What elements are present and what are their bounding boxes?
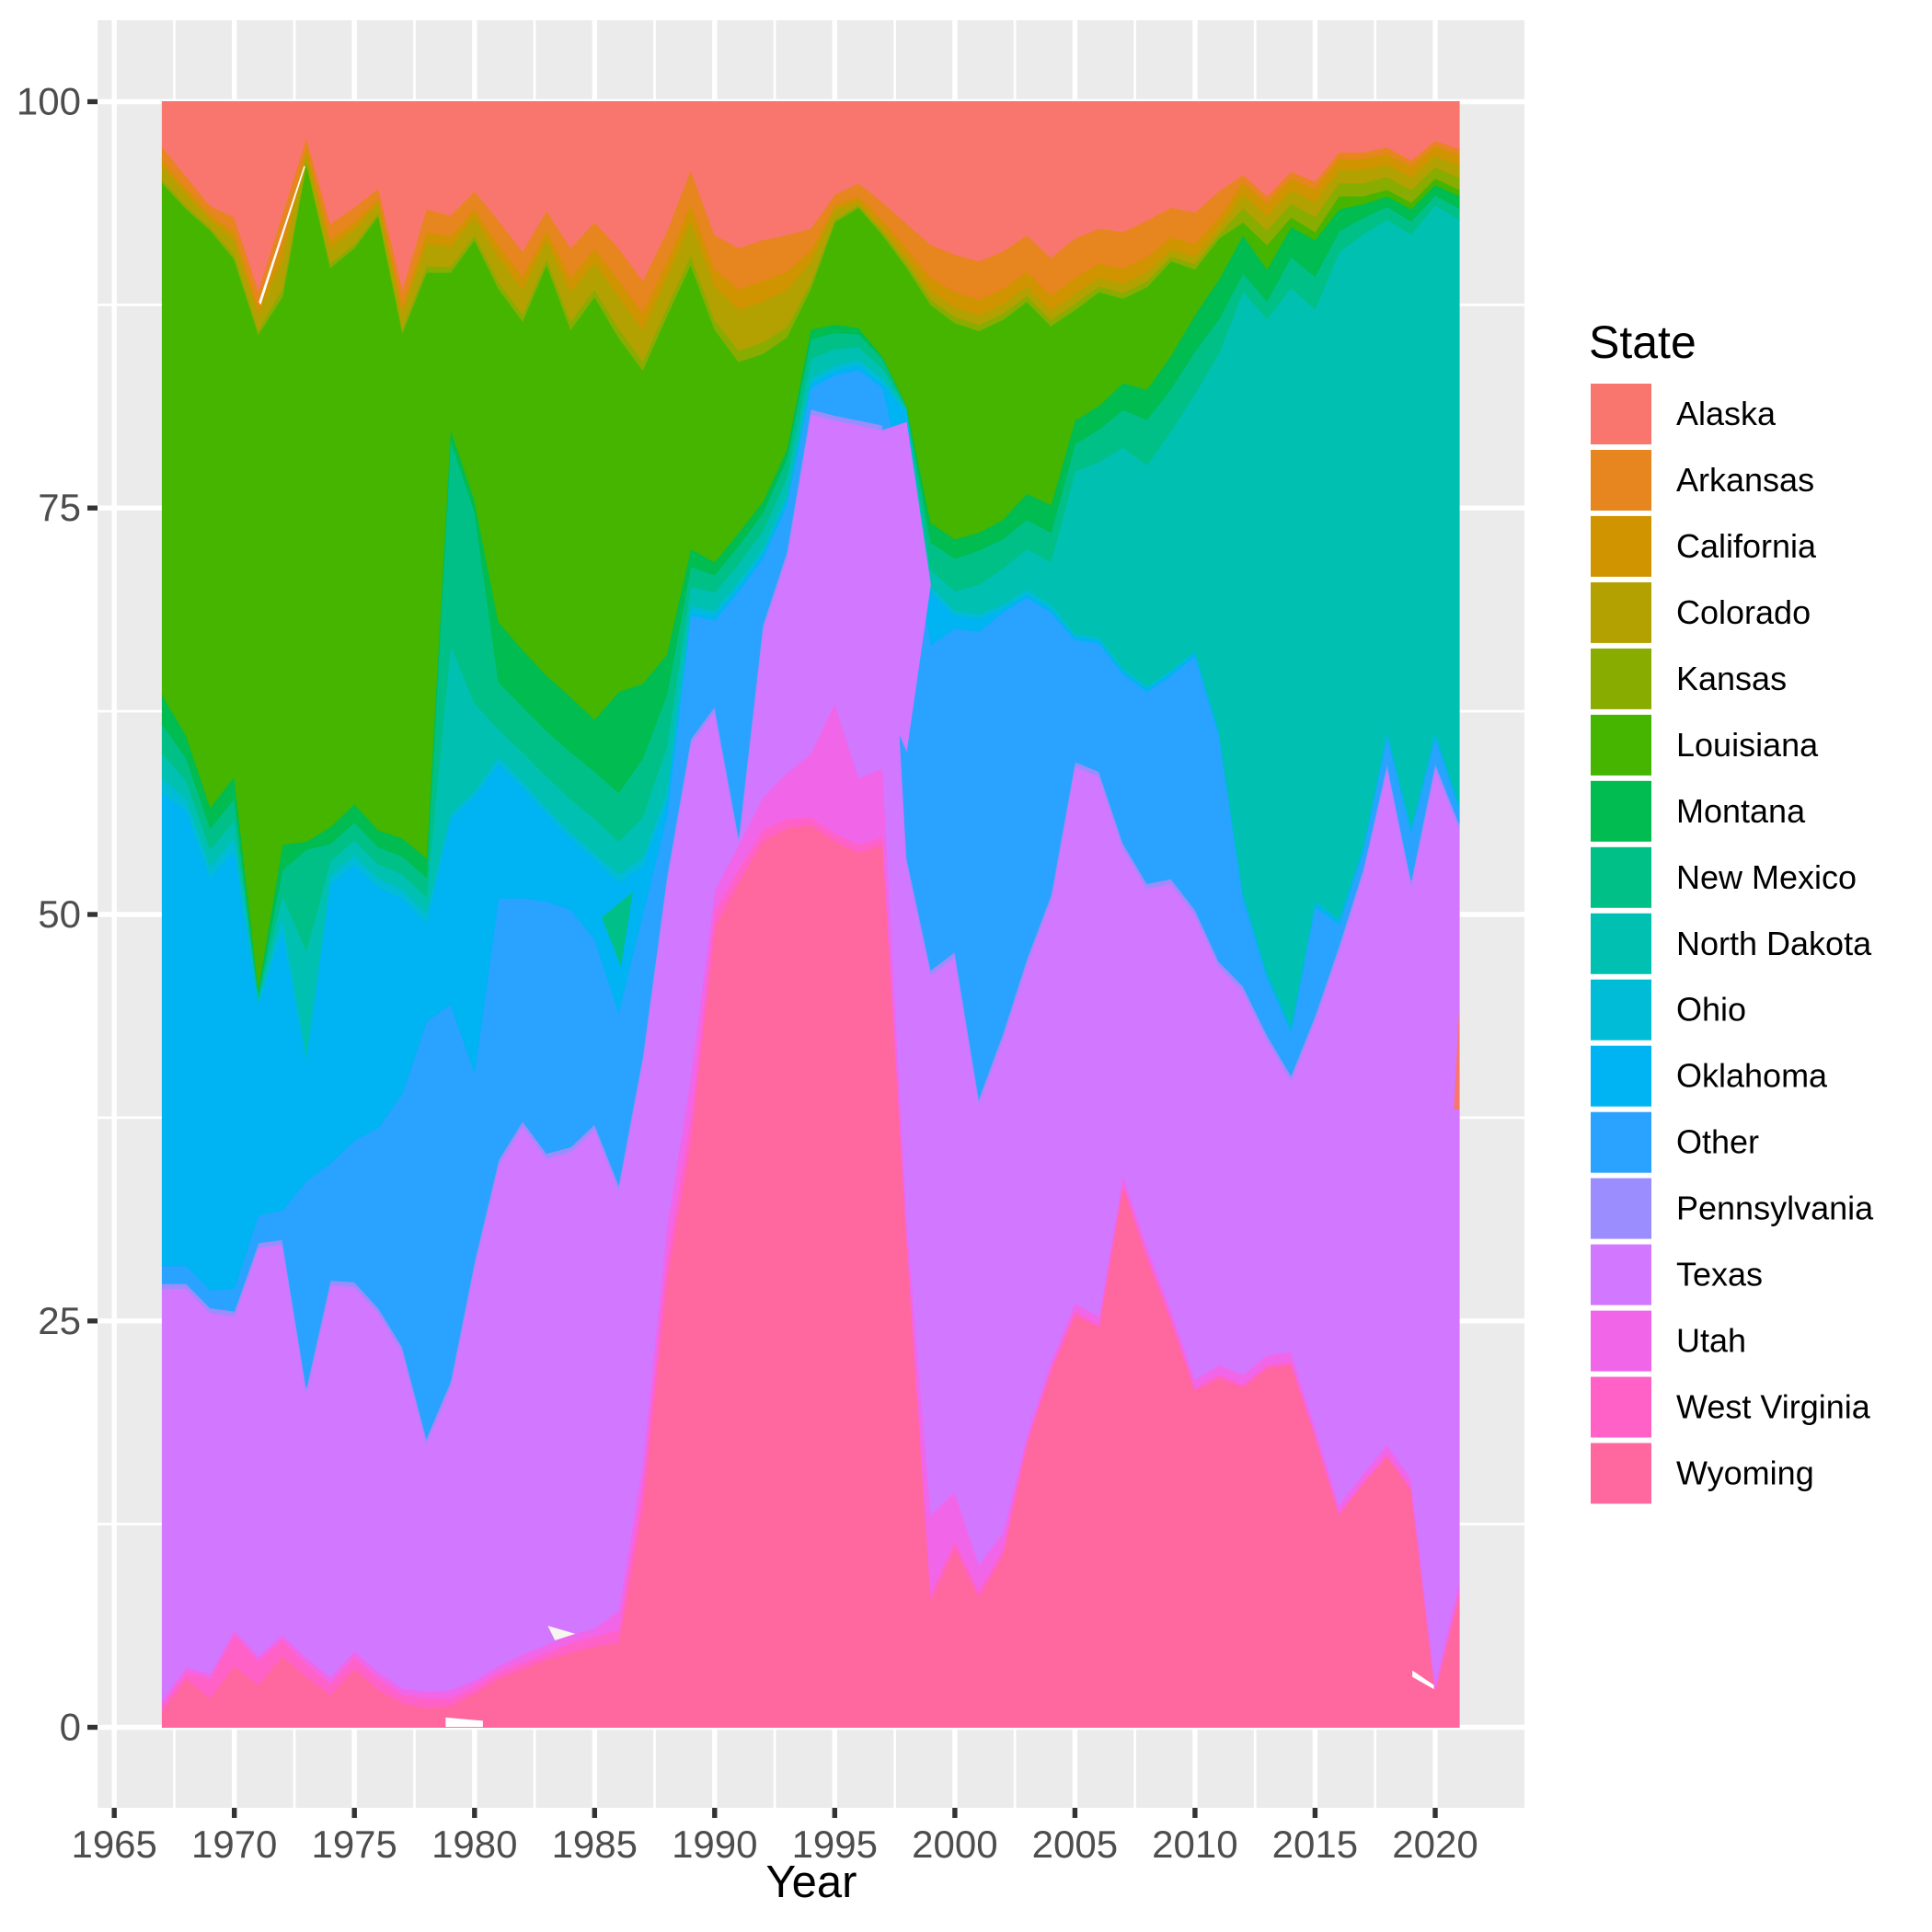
svg-text:2005: 2005 [1032, 1823, 1118, 1866]
svg-text:25: 25 [38, 1299, 81, 1342]
svg-text:Louisiana: Louisiana [1676, 726, 1819, 764]
svg-text:Ohio: Ohio [1676, 991, 1746, 1029]
svg-text:Arkansas: Arkansas [1676, 461, 1814, 499]
svg-text:50: 50 [38, 892, 81, 936]
svg-text:1995: 1995 [792, 1823, 878, 1866]
svg-text:New Mexico: New Mexico [1676, 858, 1857, 896]
svg-text:Colorado: Colorado [1676, 593, 1811, 631]
svg-text:2020: 2020 [1392, 1823, 1478, 1866]
svg-text:California: California [1676, 527, 1817, 565]
svg-text:West Virginia: West Virginia [1676, 1388, 1871, 1426]
svg-text:1975: 1975 [311, 1823, 397, 1866]
svg-text:1965: 1965 [71, 1823, 156, 1866]
svg-text:1970: 1970 [191, 1823, 277, 1866]
svg-text:2015: 2015 [1272, 1823, 1358, 1866]
svg-text:Kansas: Kansas [1676, 660, 1787, 697]
svg-text:Utah: Utah [1676, 1322, 1746, 1360]
svg-text:Year: Year [765, 1857, 857, 1907]
svg-text:State: State [1589, 316, 1696, 368]
svg-text:2010: 2010 [1152, 1823, 1237, 1866]
svg-text:Texas: Texas [1676, 1256, 1763, 1294]
svg-text:0: 0 [60, 1706, 81, 1749]
svg-text:100: 100 [17, 80, 81, 123]
svg-text:Alaska: Alaska [1676, 395, 1777, 432]
svg-text:Pennsylvania: Pennsylvania [1676, 1190, 1874, 1227]
svg-text:Wyoming: Wyoming [1676, 1455, 1814, 1492]
svg-text:75: 75 [38, 486, 81, 529]
svg-text:2000: 2000 [912, 1823, 997, 1866]
svg-text:1985: 1985 [552, 1823, 638, 1866]
svg-text:Montana: Montana [1676, 792, 1806, 830]
svg-text:Oklahoma: Oklahoma [1676, 1057, 1828, 1095]
svg-text:North Dakota: North Dakota [1676, 925, 1872, 962]
svg-text:Other: Other [1676, 1123, 1759, 1161]
svg-text:1990: 1990 [672, 1823, 757, 1866]
svg-text:1980: 1980 [431, 1823, 517, 1866]
